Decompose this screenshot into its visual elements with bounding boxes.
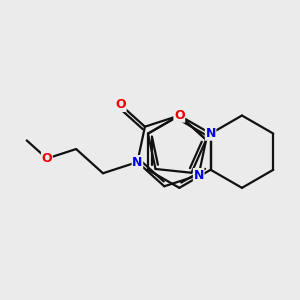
Text: O: O <box>116 98 126 111</box>
Text: O: O <box>174 109 184 122</box>
Text: O: O <box>42 152 52 165</box>
Text: N: N <box>206 127 216 140</box>
Text: N: N <box>132 156 142 169</box>
Text: N: N <box>194 169 204 182</box>
